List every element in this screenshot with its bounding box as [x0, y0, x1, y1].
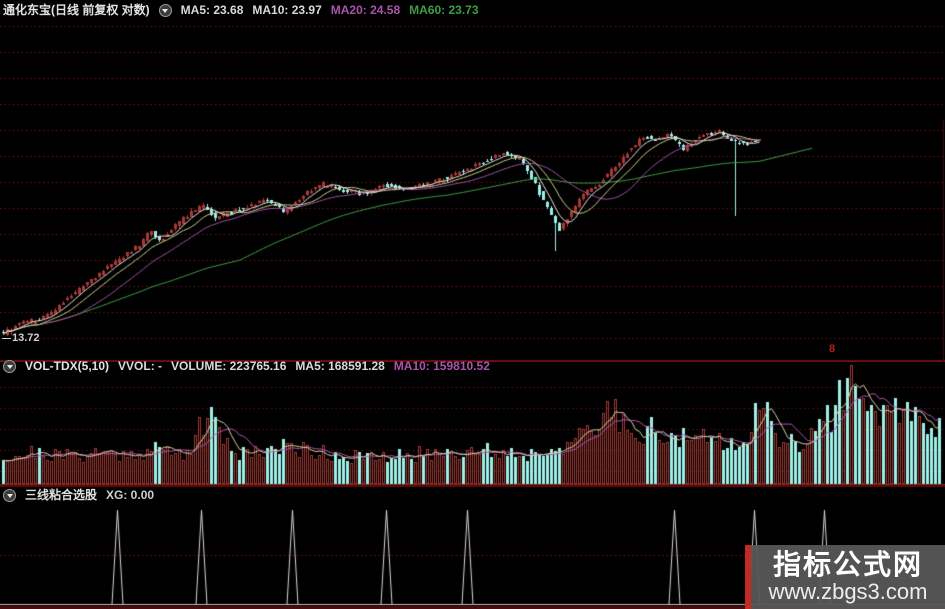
collapse-signal-panel-button[interactable] [3, 488, 16, 502]
volume-indicator-title: VOL-TDX(5,10) [25, 359, 110, 373]
ma60-readout: MA60: 23.73 [409, 3, 479, 17]
watermark-site-url: www.zbgs3.com [768, 579, 928, 604]
chevron-down-icon [6, 364, 13, 369]
chevron-down-icon [162, 8, 169, 13]
watermark-badge: 指标公式网 www.zbgs3.com [745, 545, 945, 609]
signal-indicator-title: 三线粘合选股 [25, 488, 98, 502]
main-chart-header: 通化东宝(日线 前复权 对数) MA5: 23.68 MA10: 23.97 M… [3, 3, 479, 17]
vol-ma5-readout: MA5: 168591.28 [295, 359, 385, 373]
chevron-down-icon [6, 493, 13, 498]
vvol-readout: VVOL: - [118, 359, 163, 373]
main-chart-title: 通化东宝(日线 前复权 对数) [3, 3, 150, 17]
ma20-readout: MA20: 24.58 [330, 3, 401, 17]
xg-readout: XG: 0.00 [106, 488, 155, 502]
ma10-readout: MA10: 23.97 [252, 3, 322, 17]
volume-panel-header: VOL-TDX(5,10) VVOL: - VOLUME: 223765.16 … [3, 359, 490, 373]
low-tick-mark [2, 337, 11, 339]
vol-ma10-readout: MA10: 159810.52 [393, 359, 490, 373]
signal-panel-header: 三线粘合选股 XG: 0.00 [3, 488, 154, 502]
chart-marker: 8 [829, 343, 836, 355]
collapse-volume-panel-button[interactable] [3, 359, 16, 373]
main-price-chart[interactable] [0, 0, 945, 362]
volume-readout: VOLUME: 223765.16 [171, 359, 287, 373]
ma5-readout: MA5: 23.68 [180, 3, 244, 17]
volume-chart[interactable] [0, 362, 945, 486]
price-low-label: 13.72 [2, 332, 40, 344]
watermark-site-name: 指标公式网 [772, 549, 923, 580]
collapse-main-panel-button[interactable] [158, 3, 172, 17]
